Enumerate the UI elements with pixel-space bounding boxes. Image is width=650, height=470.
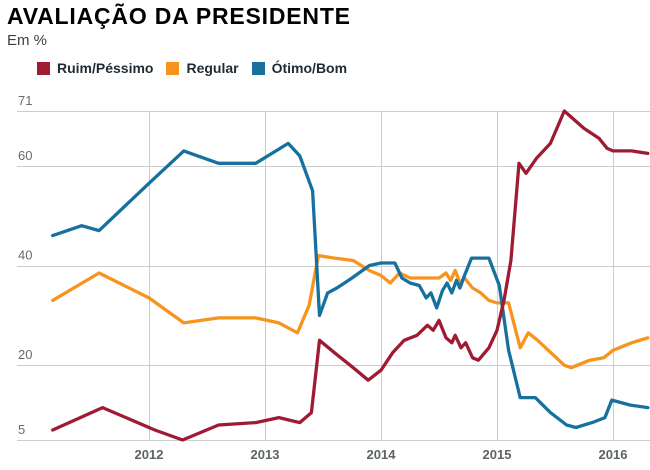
- legend-item-otimo-bom: Ótimo/Bom: [251, 60, 348, 76]
- legend-label-otimo-bom: Ótimo/Bom: [271, 60, 348, 76]
- y-tick-label-71: 71: [18, 93, 32, 108]
- series-line-regular: [51, 253, 650, 370]
- x-tick-label-2012: 2012: [135, 447, 164, 462]
- y-tick-label-5: 5: [18, 422, 25, 437]
- legend-item-ruim-pessimo: Ruim/Péssimo: [37, 60, 153, 76]
- x-tick-label-2013: 2013: [251, 447, 280, 462]
- chart-unit-label: Em %: [7, 32, 48, 50]
- legend-swatch-regular: [166, 61, 180, 75]
- y-tick-label-40: 40: [18, 248, 32, 263]
- y-tick-label-60: 60: [18, 148, 32, 163]
- x-tick-label-2014: 2014: [367, 447, 397, 462]
- x-tick-label-2015: 2015: [483, 447, 512, 462]
- series-line-otimo-bom: [51, 141, 650, 430]
- y-tick-label-20: 20: [18, 347, 32, 362]
- x-tick-label-2016: 2016: [599, 447, 628, 462]
- legend-swatch-ruim-pessimo: [37, 61, 50, 75]
- legend-label-ruim-pessimo: Ruim/Péssimo: [57, 60, 154, 76]
- legend-swatch-otimo-bom: [251, 61, 265, 75]
- series-line-ruim-pessimo: [51, 109, 650, 442]
- chart-legend: Ruim/Péssimo Regular Ótimo/Bom: [37, 60, 360, 76]
- chart-header: AVALIAÇÃO DA PRESIDENTE Em %: [7, 3, 351, 50]
- legend-item-regular: Regular: [166, 60, 239, 76]
- legend-label-regular: Regular: [186, 60, 239, 76]
- page-title: AVALIAÇÃO DA PRESIDENTE: [7, 3, 351, 29]
